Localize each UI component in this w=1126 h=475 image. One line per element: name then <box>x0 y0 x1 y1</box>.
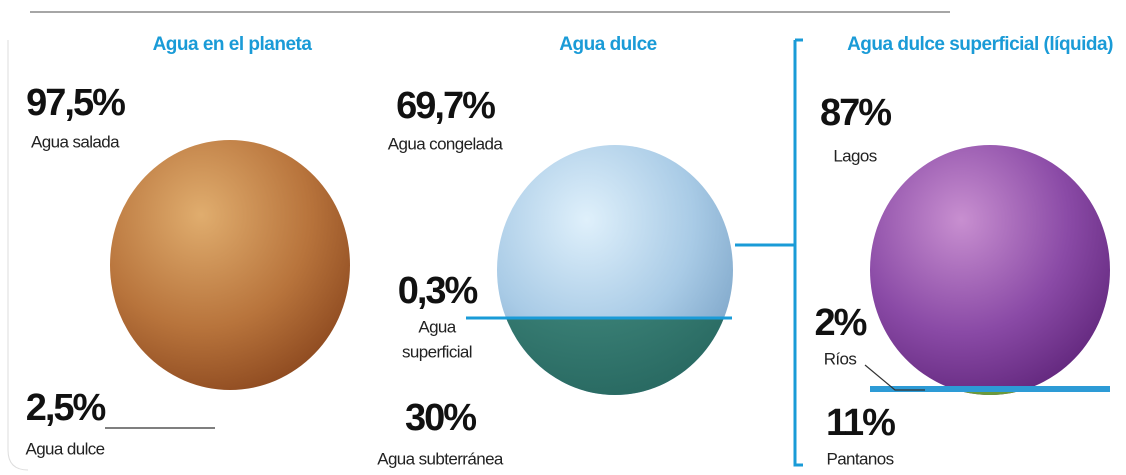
title: Agua en el planeta <box>153 34 313 55</box>
label: superficial <box>402 342 472 361</box>
bracket <box>735 38 803 467</box>
label: Agua dulce <box>25 439 104 458</box>
label: Pantanos <box>826 449 893 468</box>
value: 87% <box>820 92 891 134</box>
value: 2,5% <box>26 387 106 429</box>
value: 2% <box>815 302 867 344</box>
value: 30% <box>405 397 476 439</box>
label: Lagos <box>833 146 876 165</box>
label: Agua salada <box>31 132 120 151</box>
value: 97,5% <box>26 82 125 124</box>
label: Agua congelada <box>388 134 504 153</box>
water-band <box>506 318 724 395</box>
title: Agua dulce <box>559 34 656 55</box>
frame <box>7 40 29 471</box>
label: Agua subterránea <box>377 449 504 468</box>
value: 0,3% <box>398 270 478 312</box>
leader-line <box>864 364 925 391</box>
title: Agua dulce superficial (líquida) <box>847 34 1113 55</box>
globe <box>870 145 1110 395</box>
label: Agua <box>418 317 456 336</box>
label: Ríos <box>824 349 857 368</box>
globe <box>110 140 350 390</box>
value: 69,7% <box>396 85 495 127</box>
value: 11% <box>826 402 895 444</box>
water-band <box>870 386 1110 392</box>
